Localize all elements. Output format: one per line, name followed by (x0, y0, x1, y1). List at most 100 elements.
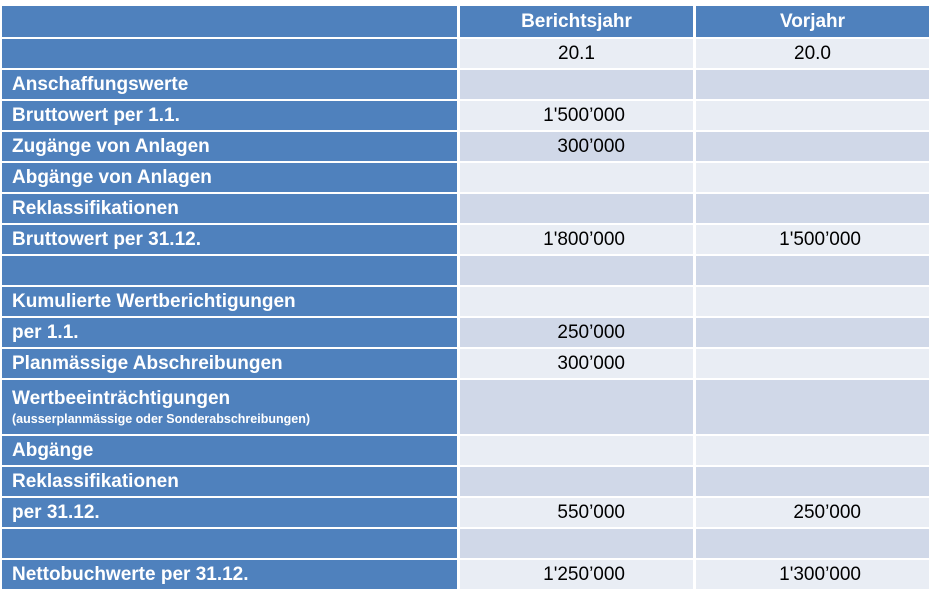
value-cell-previous (696, 318, 929, 349)
value-cell-previous: 1'300’000 (696, 560, 929, 591)
value-cell-current: 300’000 (460, 349, 696, 380)
value-previous: 1'500’000 (779, 228, 861, 250)
table-row: per 31.12. 550’000 250’000 (2, 498, 929, 529)
value-cell-previous: 250’000 (696, 498, 929, 529)
row-label: Abgänge von Anlagen (2, 163, 460, 194)
row-label-text: Reklassifikationen (12, 197, 179, 219)
value-previous: 250’000 (793, 501, 861, 523)
row-label: Kumulierte Wertberichtigungen (2, 287, 460, 318)
row-label-text: Zugänge von Anlagen (12, 135, 210, 157)
value-cell-previous: 1'500’000 (696, 225, 929, 256)
value-cell-current: 250’000 (460, 318, 696, 349)
asset-schedule-table: Berichtsjahr Vorjahr 20.1 20.0 Anschaffu… (2, 6, 929, 591)
row-label: Reklassifikationen (2, 467, 460, 498)
table-row: Nettobuchwerte per 31.12. 1'250’000 1'30… (2, 560, 929, 591)
row-label: Planmässige Abschreibungen (2, 349, 460, 380)
value-cell-previous (696, 194, 929, 225)
year-cell-previous: 20.0 (696, 39, 929, 70)
row-label-text: Bruttowert per 31.12. (12, 228, 201, 250)
value-cell-current: 1'500’000 (460, 101, 696, 132)
row-label-text: Bruttowert per 1.1. (12, 104, 180, 126)
value-cell-previous (696, 529, 929, 560)
value-cell-current: 1'800’000 (460, 225, 696, 256)
value-cell-previous (696, 467, 929, 498)
table-row: Reklassifikationen (2, 194, 929, 225)
row-label (2, 256, 460, 287)
table-row: Abgänge (2, 436, 929, 467)
value-current: 1'800’000 (543, 228, 625, 250)
row-label: Wertbeeinträchtigungen (ausserplanmässig… (2, 380, 460, 436)
table-row: Planmässige Abschreibungen 300’000 (2, 349, 929, 380)
value-cell-current (460, 256, 696, 287)
year-cell-current: 20.1 (460, 39, 696, 70)
table-row: per 1.1. 250’000 (2, 318, 929, 349)
value-cell-current (460, 380, 696, 436)
row-label-text: Planmässige Abschreibungen (12, 352, 283, 374)
value-cell-current (460, 163, 696, 194)
value-cell-current: 550’000 (460, 498, 696, 529)
table-row: Bruttowert per 1.1. 1'500’000 (2, 101, 929, 132)
row-label-text: Nettobuchwerte per 31.12. (12, 563, 249, 585)
value-cell-current (460, 287, 696, 318)
row-sublabel-text: (ausserplanmässige oder Sonderabschreibu… (12, 411, 310, 426)
value-cell-previous (696, 380, 929, 436)
year-row-label (2, 39, 460, 70)
value-cell-current: 300’000 (460, 132, 696, 163)
row-label: Nettobuchwerte per 31.12. (2, 560, 460, 591)
table-row: Kumulierte Wertberichtigungen (2, 287, 929, 318)
table-row (2, 529, 929, 560)
table-row: Reklassifikationen (2, 467, 929, 498)
header-row: Berichtsjahr Vorjahr (2, 6, 929, 39)
table-row: Bruttowert per 31.12. 1'800’000 1'500’00… (2, 225, 929, 256)
year-value-previous: 20.0 (794, 42, 831, 64)
table-row: Wertbeeinträchtigungen (ausserplanmässig… (2, 380, 929, 436)
row-label-text: Reklassifikationen (12, 470, 179, 492)
value-cell-previous (696, 70, 929, 101)
row-label: Zugänge von Anlagen (2, 132, 460, 163)
value-cell-previous (696, 101, 929, 132)
row-label: Anschaffungswerte (2, 70, 460, 101)
value-cell-current (460, 436, 696, 467)
value-cell-previous (696, 349, 929, 380)
table-row: Abgänge von Anlagen (2, 163, 929, 194)
column-header-vorjahr: Vorjahr (696, 6, 929, 39)
table-row (2, 256, 929, 287)
row-label-text: Abgänge von Anlagen (12, 166, 212, 188)
header-label-cell (2, 6, 460, 39)
row-label-text: Abgänge (12, 439, 94, 461)
value-previous: 1'300’000 (779, 563, 861, 585)
row-label: per 31.12. (2, 498, 460, 529)
value-cell-previous (696, 256, 929, 287)
row-label: Bruttowert per 31.12. (2, 225, 460, 256)
row-label (2, 529, 460, 560)
value-cell-previous (696, 436, 929, 467)
year-row: 20.1 20.0 (2, 39, 929, 70)
value-current: 300’000 (557, 352, 625, 374)
row-label: Abgänge (2, 436, 460, 467)
value-current: 300’000 (557, 135, 625, 157)
row-label-text: Anschaffungswerte (12, 73, 189, 95)
row-label-text: per 1.1. (12, 321, 79, 343)
value-cell-previous (696, 287, 929, 318)
row-label-text: Wertbeeinträchtigungen (12, 387, 231, 409)
value-current: 250’000 (557, 321, 625, 343)
value-cell-current (460, 529, 696, 560)
value-cell-current (460, 194, 696, 225)
row-label: Bruttowert per 1.1. (2, 101, 460, 132)
value-current: 1'500’000 (543, 104, 625, 126)
column-header-berichtsjahr: Berichtsjahr (460, 6, 696, 39)
row-label-text: per 31.12. (12, 501, 100, 523)
value-current: 550’000 (557, 501, 625, 523)
year-value-current: 20.1 (558, 42, 595, 64)
value-cell-current: 1'250’000 (460, 560, 696, 591)
table-row: Anschaffungswerte (2, 70, 929, 101)
row-label: per 1.1. (2, 318, 460, 349)
value-cell-previous (696, 163, 929, 194)
table-row: Zugänge von Anlagen 300’000 (2, 132, 929, 163)
value-cell-current (460, 70, 696, 101)
value-cell-previous (696, 132, 929, 163)
value-current: 1'250’000 (543, 563, 625, 585)
value-cell-current (460, 467, 696, 498)
row-label: Reklassifikationen (2, 194, 460, 225)
